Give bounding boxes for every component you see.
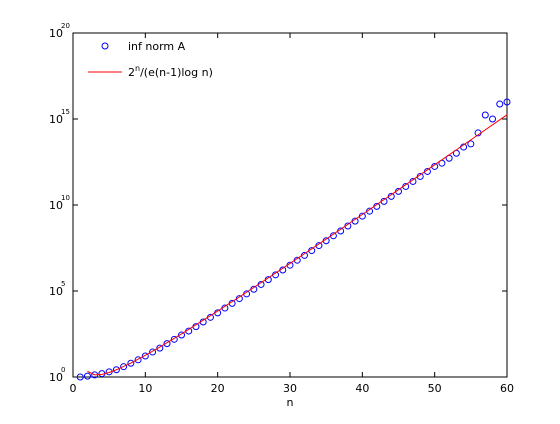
x-axis-label: n xyxy=(287,396,294,409)
data-point xyxy=(76,373,84,381)
x-tick-label: 0 xyxy=(70,382,77,395)
data-point xyxy=(503,98,511,106)
x-tick-label: 20 xyxy=(211,382,225,395)
legend-label: 2n/(e(n-1)log n) xyxy=(128,64,213,79)
y-tick-exponent: 5 xyxy=(61,280,65,288)
y-tick-label: 10 xyxy=(49,113,63,126)
legend-label: inf norm A xyxy=(128,40,186,53)
data-point xyxy=(83,372,91,380)
data-point xyxy=(467,140,475,148)
x-tick-label: 30 xyxy=(283,382,297,395)
data-point xyxy=(156,344,164,352)
data-point xyxy=(170,335,178,343)
data-point xyxy=(178,331,185,339)
x-tick-label: 50 xyxy=(428,382,442,395)
data-point xyxy=(120,363,128,371)
axes-box xyxy=(72,32,508,378)
y-tick-label: 10 xyxy=(49,27,63,40)
data-point xyxy=(481,111,489,119)
data-point xyxy=(149,348,157,356)
x-tick-label: 10 xyxy=(138,382,152,395)
legend-marker xyxy=(101,42,109,50)
y-tick-exponent: 20 xyxy=(61,22,70,30)
data-line xyxy=(87,114,508,376)
x-tick-label: 40 xyxy=(355,382,369,395)
data-point xyxy=(127,359,135,367)
data-point xyxy=(134,356,142,364)
data-point xyxy=(112,366,120,374)
y-tick-exponent: 10 xyxy=(61,194,70,202)
y-tick-exponent: 0 xyxy=(61,366,65,374)
y-tick-label: 10 xyxy=(49,199,63,212)
y-tick-label: 10 xyxy=(49,285,63,298)
data-point xyxy=(496,100,504,108)
data-point xyxy=(163,340,171,348)
data-point xyxy=(489,115,497,123)
x-tick-label: 60 xyxy=(500,382,514,395)
data-point xyxy=(141,352,149,360)
y-tick-exponent: 15 xyxy=(61,108,70,116)
y-tick-label: 10 xyxy=(49,371,63,384)
